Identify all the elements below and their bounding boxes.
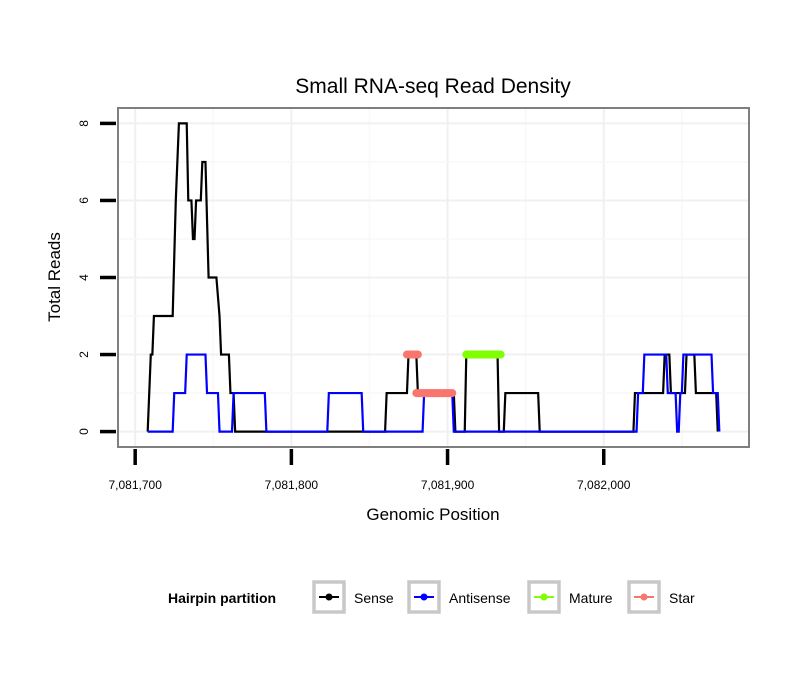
legend-label: Antisense [449, 590, 511, 606]
x-tick-label: 7,081,900 [421, 478, 475, 492]
y-tick-label: 4 [77, 274, 91, 281]
x-tick-label: 7,081,700 [108, 478, 162, 492]
x-axis: 7,081,700 7,081,800 7,081,900 7,082,000 [108, 449, 631, 492]
plot-panel [117, 107, 750, 448]
legend-label: Sense [354, 590, 394, 606]
legend-title: Hairpin partition [168, 590, 276, 606]
panel-border [117, 107, 750, 448]
legend: Hairpin partition Sense Antisense Mature St… [168, 580, 695, 614]
legend-label: Mature [569, 590, 613, 606]
legend-label: Star [669, 590, 695, 606]
legend-key-point [420, 593, 428, 601]
legend-key-point [640, 593, 648, 601]
x-tick-label: 7,082,000 [577, 478, 631, 492]
sense-line [146, 122, 719, 433]
chart-title: Small RNA-seq Read Density [295, 75, 571, 98]
series-sense [146, 122, 719, 433]
series-star [402, 350, 457, 398]
y-axis-title: Total Reads [45, 232, 64, 322]
series-layer [146, 122, 721, 433]
legend-item-antisense: Antisense [407, 580, 511, 614]
y-tick-label: 6 [77, 197, 91, 204]
legend-key-point [325, 593, 333, 601]
x-axis-title: Genomic Position [366, 505, 499, 524]
y-tick-label: 2 [77, 351, 91, 358]
legend-item-sense: Sense [312, 580, 394, 614]
legend-key-point [540, 593, 548, 601]
legend-item-mature: Mature [527, 580, 613, 614]
y-tick-label: 0 [77, 428, 91, 435]
x-tick-label: 7,081,800 [265, 478, 319, 492]
y-tick-label: 8 [77, 120, 91, 127]
legend-item-star: Star [627, 580, 695, 614]
y-axis: 0 2 4 6 8 [77, 120, 116, 435]
legend-items: Sense Antisense Mature Star [312, 580, 695, 614]
